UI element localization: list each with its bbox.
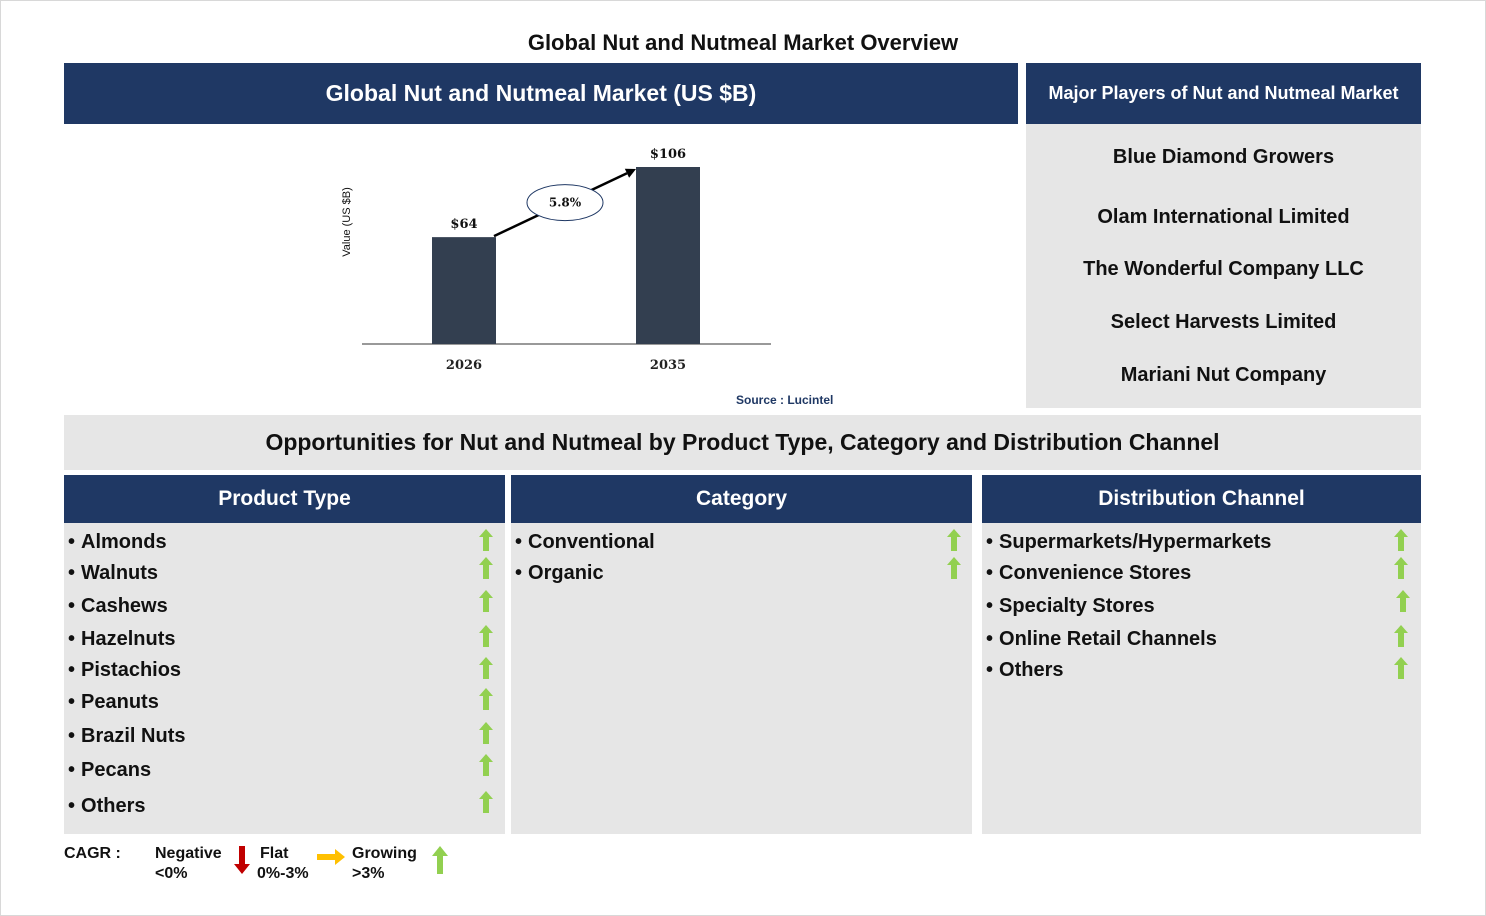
list-item-label: Organic (528, 562, 604, 584)
growing-arrow-icon (1396, 590, 1410, 612)
player-item: Olam International Limited (1097, 206, 1350, 228)
legend-negative-name: Negative (155, 845, 222, 862)
growing-arrow-icon (479, 625, 493, 647)
growing-arrow-icon (479, 722, 493, 744)
list-item-label: Online Retail Channels (999, 628, 1217, 650)
growing-arrow-icon (479, 791, 493, 813)
list-item-label: Supermarkets/Hypermarkets (999, 531, 1272, 553)
growing-arrow-icon (947, 529, 961, 551)
players-panel: Blue Diamond Growers Olam International … (1026, 124, 1421, 408)
legend-negative-label: Negative <0% (155, 844, 222, 884)
bar-value-label: $64 (450, 217, 477, 232)
list-item: • Pistachios (68, 659, 182, 681)
list-item-label: Conventional (528, 531, 655, 553)
player-item: Mariani Nut Company (1120, 364, 1327, 386)
cagr-legend-label: CAGR : (64, 845, 121, 862)
list-item: • Others (986, 659, 1064, 681)
list-item-label: Hazelnuts (81, 628, 176, 650)
growing-arrow-icon (479, 657, 493, 679)
list-item: • Online Retail Channels (986, 628, 1217, 650)
list-item: • Hazelnuts (68, 628, 176, 650)
list-item: • Supermarkets/Hypermarkets (986, 531, 1272, 553)
legend-flat-label: Flat 0%-3% (257, 844, 309, 884)
opportunities-title: Opportunities for Nut and Nutmeal by Pro… (64, 415, 1421, 470)
cagr-ellipse (526, 184, 604, 222)
right-arrow-icon (317, 849, 345, 865)
page-title: Global Nut and Nutmeal Market Overview (527, 30, 959, 55)
cagr-label: 5.8% (549, 196, 582, 210)
player-item: Select Harvests Limited (1110, 311, 1337, 333)
list-item-label: Brazil Nuts (81, 725, 186, 747)
source-note: Source : Lucintel (736, 393, 834, 407)
list-item: • Others (68, 795, 146, 817)
bar-value-label: $106 (650, 147, 686, 162)
growing-arrow-icon (1394, 557, 1408, 579)
market-chart-header: Global Nut and Nutmeal Market (US $B) (64, 63, 1018, 124)
list-item: • Specialty Stores (986, 595, 1155, 617)
list-item: • Brazil Nuts (68, 725, 186, 747)
bar-2035 (636, 167, 700, 344)
legend-growing-name: Growing (352, 845, 417, 862)
bar-group: $64 2026 $106 2035 (432, 147, 700, 373)
list-item: • Cashews (68, 595, 168, 617)
list-item-label: Specialty Stores (999, 595, 1155, 617)
player-item: Blue Diamond Growers (1112, 146, 1335, 168)
product-type-list: • Almonds • Walnuts • Cashews • Hazelnuts • P… (64, 523, 505, 834)
list-item-label: Almonds (81, 531, 167, 553)
up-arrow-icon (432, 846, 448, 874)
legend-flat-range: 0%-3% (257, 865, 309, 882)
y-axis-label: Value (US $B) (341, 187, 353, 257)
player-item: The Wonderful Company LLC (1083, 258, 1364, 280)
growing-arrow-icon (947, 557, 961, 579)
list-item-label: Others (999, 659, 1064, 681)
growing-arrow-icon (479, 688, 493, 710)
list-item: • Organic (515, 562, 604, 584)
growing-arrow-icon (479, 529, 493, 551)
growing-arrow-icon (479, 754, 493, 776)
legend-negative-range: <0% (155, 865, 188, 882)
list-item-label: Others (81, 795, 146, 817)
players-header: Major Players of Nut and Nutmeal Market (1026, 63, 1421, 124)
down-arrow-icon (234, 846, 250, 874)
growing-arrow-icon (479, 557, 493, 579)
x-tick-label: 2035 (650, 358, 686, 373)
product-type-header: Product Type (64, 475, 505, 523)
market-bar-chart: Value (US $B) $64 2026 $106 2035 5.8% (341, 147, 771, 373)
list-item: • Almonds (68, 531, 167, 553)
list-item-label: Walnuts (81, 562, 159, 584)
list-item-label: Pecans (81, 759, 152, 781)
list-item: • Convenience Stores (986, 562, 1192, 584)
list-item: • Peanuts (68, 691, 159, 713)
list-item-label: Pistachios (81, 659, 182, 681)
list-item: • Conventional (515, 531, 655, 553)
list-item: • Pecans (68, 759, 152, 781)
growing-arrow-icon (479, 590, 493, 612)
distribution-channel-list: • Supermarkets/Hypermarkets • Convenience … (982, 523, 1421, 834)
list-item-label: Peanuts (81, 691, 159, 713)
category-list: • Conventional • Organic (511, 523, 972, 834)
bar-2026 (432, 237, 496, 344)
list-item-label: Convenience Stores (999, 562, 1192, 584)
growing-arrow-icon (1394, 657, 1408, 679)
cagr-arrow-head (624, 168, 636, 178)
category-header: Category (511, 475, 972, 523)
legend-flat-name: Flat (260, 845, 289, 862)
cagr-annotation: 5.8% (493, 168, 636, 238)
distribution-channel-header: Distribution Channel (982, 475, 1421, 523)
legend-growing-range: >3% (352, 865, 385, 882)
legend-growing-label: Growing >3% (352, 844, 417, 884)
x-tick-label: 2026 (446, 358, 482, 373)
growing-arrow-icon (1394, 529, 1408, 551)
growing-arrow-icon (1394, 625, 1408, 647)
list-item: • Walnuts (68, 562, 159, 584)
list-item-label: Cashews (81, 595, 168, 617)
